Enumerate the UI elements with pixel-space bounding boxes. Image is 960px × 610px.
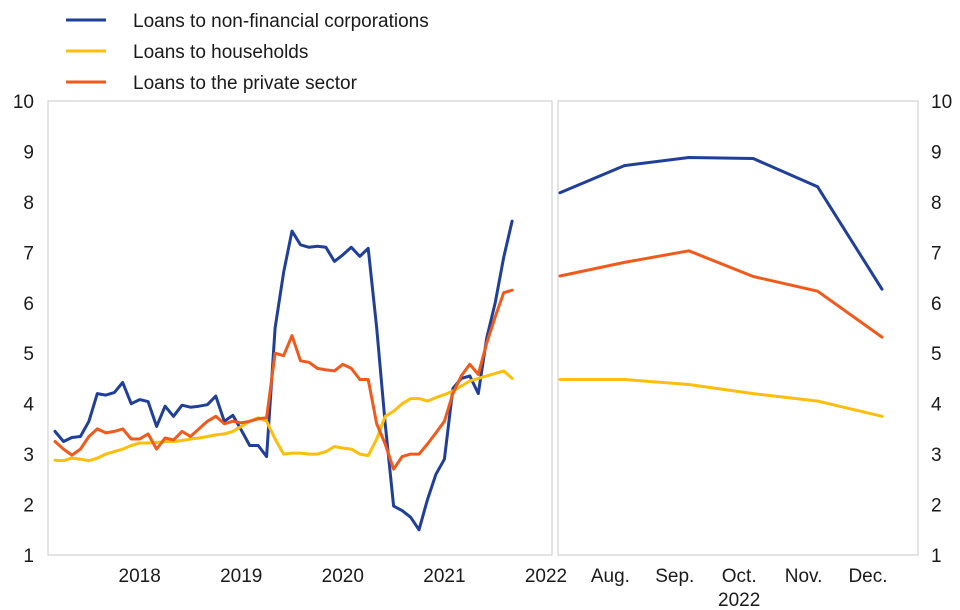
panel-2022-detail	[557, 100, 919, 556]
x-tick-label-month: Nov.	[785, 566, 823, 587]
y-tick-label-left: 4	[23, 395, 34, 416]
y-tick-label-left: 7	[23, 243, 34, 264]
y-tick-label-left: 8	[23, 193, 34, 214]
legend-label-loans-to-households: Loans to households	[133, 42, 308, 63]
x-tick-label-month: Oct.	[722, 566, 757, 587]
y-tick-label-left: 2	[23, 496, 34, 517]
y-axis-left: 1 2 3 4 5 6 7 8 9 10	[13, 92, 35, 567]
y-tick-label-left: 3	[23, 445, 34, 466]
series-line-right-loans-to-households	[558, 378, 884, 418]
x-tick-label-year: 2020	[322, 566, 364, 587]
y-tick-label-right: 10	[931, 92, 952, 113]
x-tick-label-month: Sep.	[655, 566, 694, 587]
y-tick-label-left: 5	[23, 344, 34, 365]
y-tick-label-left: 9	[23, 142, 34, 163]
y-tick-label-left: 1	[23, 546, 34, 567]
series-lines	[53, 156, 884, 532]
y-tick-label-right: 3	[931, 445, 942, 466]
panel-frame-left	[47, 100, 553, 556]
x-tick-label-month: Dec.	[848, 566, 887, 587]
series-line-right-loans-to-non-financial-corporations	[558, 156, 884, 291]
y-tick-label-left: 10	[13, 92, 34, 113]
legend-label-loans-to-non-financial-corporations: Loans to non-financial corporations	[133, 11, 429, 32]
y-tick-label-right: 4	[931, 395, 942, 416]
y-tick-label-right: 1	[931, 546, 942, 567]
x-tick-label-year: 2022	[525, 566, 567, 587]
y-tick-label-right: 2	[931, 496, 942, 517]
x-axis-title-year: 2022	[718, 590, 760, 610]
legend-label-loans-to-the-private-sector: Loans to the private sector	[133, 73, 358, 94]
y-tick-label-right: 5	[931, 344, 942, 365]
legend: Loans to non-financial corporations Loans…	[66, 11, 429, 94]
y-axis-right: 1 2 3 4 5 6 7 8 9 10	[931, 92, 952, 567]
x-tick-label-month: Aug.	[591, 566, 630, 587]
x-tick-label-year: 2018	[119, 566, 161, 587]
series-line-left-loans-to-non-financial-corporations	[53, 219, 514, 532]
x-axis-right: Aug. Sep. Oct. Nov. Dec. 2022	[591, 566, 888, 610]
series-line-left-loans-to-households	[53, 369, 514, 463]
x-tick-label-year: 2021	[423, 566, 465, 587]
panel-frame-right	[557, 100, 919, 556]
panel-monthly-history	[47, 100, 553, 556]
x-axis-left: 2018 2019 2020 2021 2022	[119, 566, 568, 587]
series-line-right-loans-to-the-private-sector	[558, 249, 884, 339]
y-tick-label-right: 9	[931, 142, 942, 163]
y-tick-label-right: 8	[931, 193, 942, 214]
y-tick-label-right: 6	[931, 294, 942, 315]
y-tick-label-left: 6	[23, 294, 34, 315]
y-tick-label-right: 7	[931, 243, 942, 264]
x-tick-label-year: 2019	[220, 566, 262, 587]
series-line-left-loans-to-the-private-sector	[53, 288, 514, 471]
